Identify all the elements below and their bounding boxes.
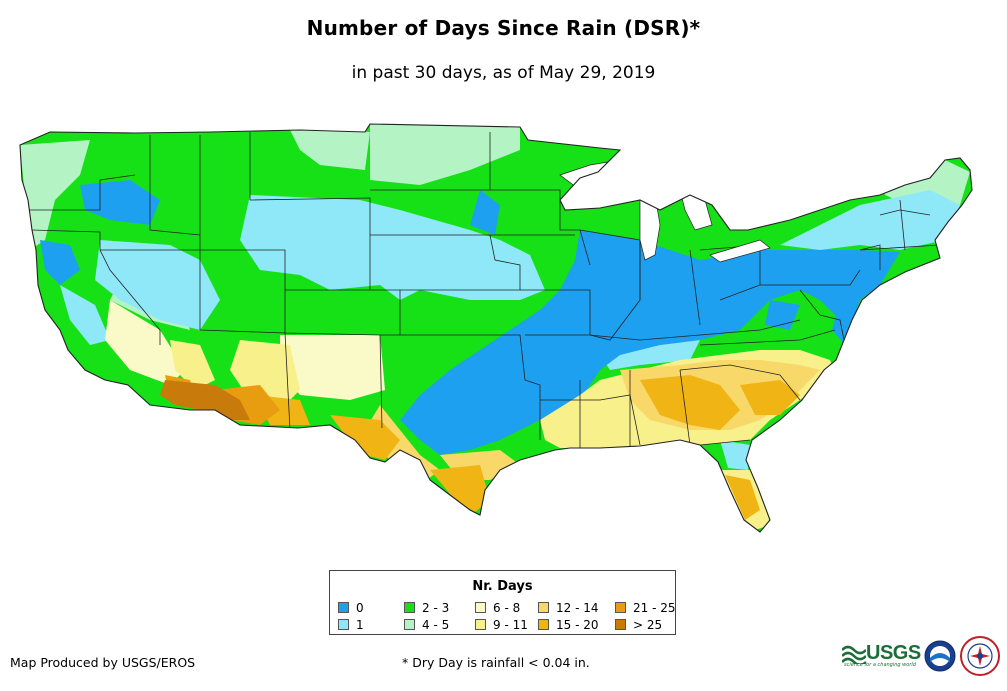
lake-erie (709, 239, 771, 263)
category-0-area (40, 180, 900, 515)
legend-swatch (538, 602, 549, 613)
legend-box: Nr. Days 0 1 2 - 3 4 - 5 6 - 8 9 - 11 12 - 14 1… (329, 570, 676, 635)
state-boundaries (20, 132, 941, 450)
footnote-text: * Dry Day is rainfall < 0.04 in. (402, 655, 590, 670)
legend-label: > 25 (633, 618, 663, 632)
map-title: Number of Days Since Rain (DSR)* (306, 16, 701, 40)
nws-logo-icon (960, 636, 1000, 676)
category-15-20-area (255, 375, 800, 520)
legend-item: > 25 (615, 619, 662, 631)
category-over-25-area (160, 380, 250, 420)
legend-label: 4 - 5 (422, 618, 450, 632)
legend-label: 9 - 11 (493, 618, 528, 632)
legend-title: Nr. Days (472, 579, 533, 594)
legend-swatch (404, 619, 415, 630)
legend-swatch (338, 602, 349, 613)
usgs-wordmark: USGS (866, 642, 921, 664)
legend-item: 9 - 11 (475, 619, 528, 631)
legend-swatch (538, 619, 549, 630)
legend-swatch (404, 602, 415, 613)
legend-label: 21 - 25 (633, 601, 676, 615)
credit-text: Map Produced by USGS/EROS (10, 655, 196, 670)
legend-swatch (475, 619, 486, 630)
map-subtitle: in past 30 days, as of May 29, 2019 (351, 63, 656, 83)
dsr-color-field (20, 124, 972, 532)
usgs-tagline: science for a changing world (844, 662, 916, 668)
us-dsr-map (19, 123, 973, 533)
legend-swatch (475, 602, 486, 613)
legend-item: 0 (338, 602, 364, 614)
legend-item: 1 (338, 619, 364, 631)
legend-item: 6 - 8 (475, 602, 520, 614)
legend-item: 21 - 25 (615, 602, 676, 614)
legend-label: 0 (356, 601, 364, 615)
noaa-logo-icon (924, 640, 956, 672)
legend-item: 2 - 3 (404, 602, 449, 614)
legend-item: 4 - 5 (404, 619, 449, 631)
category-6-8-area (105, 300, 385, 400)
legend-swatch (615, 602, 626, 613)
usgs-logo: USGS science for a changing world (842, 640, 922, 670)
legend-swatch (615, 619, 626, 630)
legend-label: 12 - 14 (556, 601, 599, 615)
legend-label: 6 - 8 (493, 601, 521, 615)
legend-label: 15 - 20 (556, 618, 599, 632)
legend-item: 15 - 20 (538, 619, 599, 631)
legend-label: 2 - 3 (422, 601, 450, 615)
legend-swatch (338, 619, 349, 630)
legend-label: 1 (356, 618, 364, 632)
usgs-wave-icon (842, 645, 866, 664)
legend-item: 12 - 14 (538, 602, 599, 614)
